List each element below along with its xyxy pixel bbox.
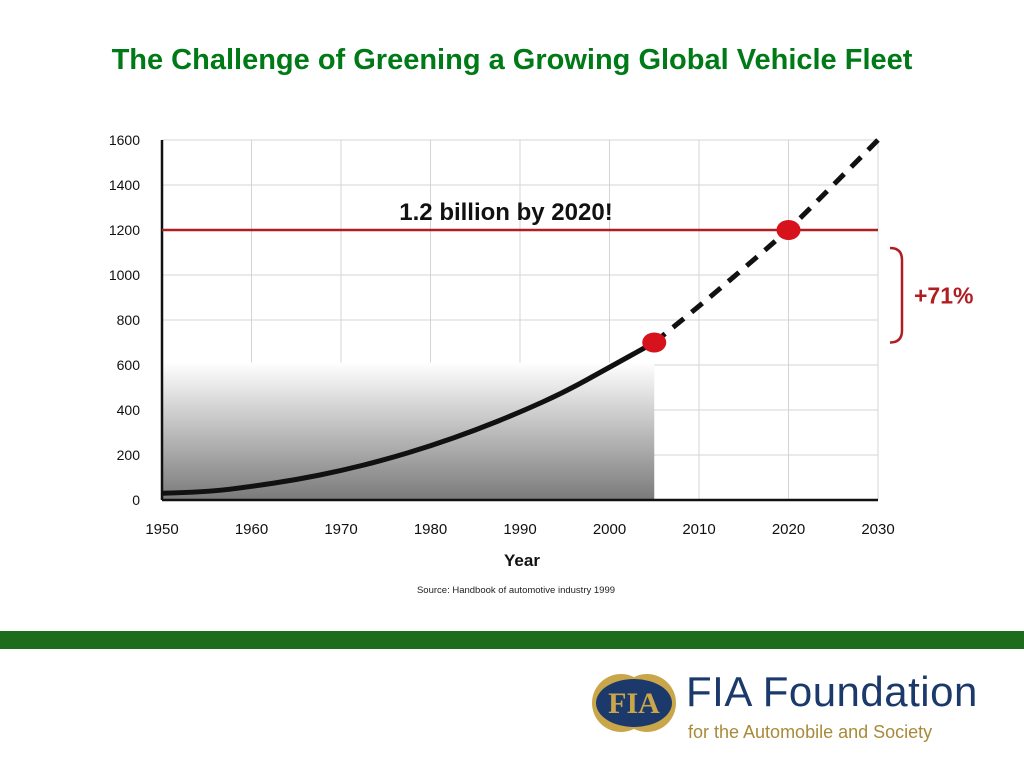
x-tick-label-2020: 2020: [772, 521, 805, 538]
chart-series: [161, 138, 880, 496]
y-tick-label-1400: 1400: [109, 177, 140, 193]
x-tick-label-1980: 1980: [414, 521, 447, 538]
chart-markers: [642, 220, 801, 353]
footer-bar: [0, 631, 1024, 649]
series-line-1-dashed: [652, 138, 880, 345]
data-point-2005: [642, 332, 667, 353]
x-tick-label-1960: 1960: [235, 521, 268, 538]
x-tick-label-1970: 1970: [324, 521, 357, 538]
y-tick-label-1200: 1200: [109, 222, 140, 238]
chart-axes: [160, 140, 878, 502]
x-tick-label-2010: 2010: [682, 521, 715, 538]
fia-foundation-logo: FIA FIA Foundation for the Automobile an…: [590, 668, 1010, 750]
y-tick-label-1000: 1000: [109, 267, 140, 283]
tick-labels: 0 200 400 600 800 1000 1200 1400 1600 1950 1960 197…: [109, 132, 895, 596]
vehicle-fleet-chart: 1.2 billion by 2020! +71% 0 200 400 600 800 10…: [109, 132, 974, 596]
x-tick-label-2030: 2030: [861, 521, 894, 538]
x-tick-label-1990: 1990: [503, 521, 536, 538]
y-tick-label-800: 800: [117, 312, 141, 328]
series-line-0-solid: [161, 340, 656, 496]
source-note: Source: Handbook of automotive industry …: [417, 585, 615, 596]
x-axis-title: Year: [504, 551, 540, 570]
y-tick-label-1600: 1600: [109, 132, 140, 148]
logo-tagline: for the Automobile and Society: [688, 722, 933, 742]
y-tick-label-200: 200: [117, 447, 141, 463]
x-tick-label-1950: 1950: [145, 521, 178, 538]
badge-letters: FIA: [608, 687, 660, 720]
fia-badge-icon: FIA: [592, 674, 676, 732]
growth-label: +71%: [914, 282, 973, 308]
growth-bracket: [889, 246, 904, 344]
y-tick-label-400: 400: [117, 402, 141, 418]
data-point-2020: [776, 220, 801, 240]
y-tick-label-0: 0: [132, 492, 140, 508]
x-tick-label-2000: 2000: [593, 521, 626, 538]
reference-layer: 1.2 billion by 2020! +71%: [162, 199, 973, 344]
y-tick-label-600: 600: [117, 357, 141, 373]
slide-title: The Challenge of Greening a Growing Glob…: [111, 44, 913, 76]
logo-name: FIA Foundation: [686, 668, 978, 715]
reference-label: 1.2 billion by 2020!: [399, 199, 612, 226]
